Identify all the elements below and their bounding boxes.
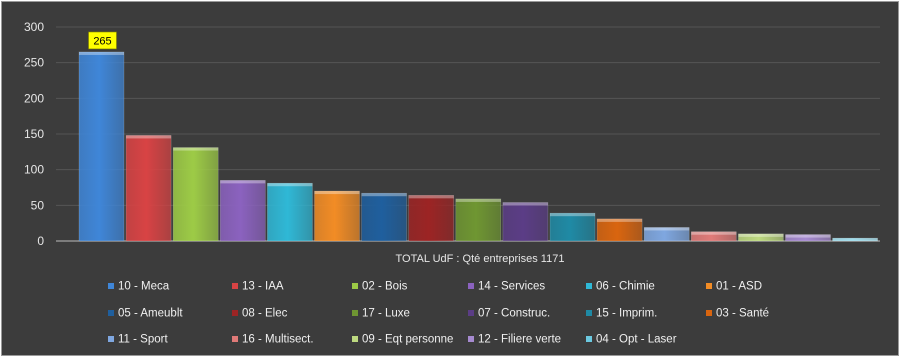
bar-highlight [408,195,454,199]
legend-swatch [232,283,238,289]
bar [361,192,407,242]
bar [314,190,360,242]
bar-highlight [173,147,219,151]
bar [502,202,549,242]
bar-highlight [738,233,784,237]
legend-swatch [586,283,592,289]
y-tick-label: 50 [31,198,45,212]
legend-swatch [468,336,474,342]
bar [172,147,219,242]
legend-swatch [108,336,114,342]
x-axis-label: TOTAL UdF : Qté entreprises 1171 [396,253,565,265]
legend-swatch [352,310,358,316]
bar-highlight [785,234,831,238]
bar [408,195,455,242]
bar-highlight [691,231,737,235]
bar [220,180,266,242]
y-tick-label: 300 [24,20,44,34]
legend-label: 07 - Construc. [478,308,550,320]
legend-swatch [706,283,712,289]
legend-swatch [586,310,592,316]
bar-highlight [314,191,360,195]
legend-swatch [586,336,592,342]
legend-swatch [232,310,238,316]
legend-label: 10 - Meca [118,281,170,293]
bar [267,182,313,242]
legend-label: 12 - Filiere verte [478,334,561,346]
legend-label: 05 - Ameublt [118,308,183,320]
bar-highlight [832,238,878,242]
bar-highlight [550,213,595,217]
legend-label: 13 - IAA [242,281,284,293]
y-tick-label: 100 [24,163,44,177]
legend-label: 06 - Chimie [596,281,655,293]
legend-label: 01 - ASD [716,281,762,293]
bar [596,218,643,242]
bar-highlight [361,193,407,197]
legend-label: 16 - Multisect. [242,334,314,346]
legend-swatch [232,336,238,342]
bar [785,234,831,242]
bar-highlight [644,227,690,231]
bar-highlight [267,183,313,187]
y-tick-label: 250 [24,56,44,70]
legend-label: 03 - Santé [716,308,769,320]
y-tick-label: 200 [24,91,44,105]
data-label: 265 [93,35,111,47]
y-tick-label: 0 [37,234,44,248]
bar-highlight [502,202,548,206]
data-label-box [88,31,117,50]
bar-highlight [220,180,266,184]
y-tick-label: 150 [24,127,44,141]
legend-label: 09 - Eqt personne [362,334,453,346]
bar [738,233,784,242]
legend-label: 08 - Elec [242,308,288,320]
legend-label: 17 - Luxe [362,308,410,320]
bar [455,198,502,242]
legend-swatch [108,283,114,289]
bar-highlight [126,135,172,139]
legend-swatch [468,283,474,289]
bar [832,237,878,242]
bar [549,212,596,242]
bar [643,227,690,242]
legend-swatch [352,283,358,289]
bar-highlight [79,51,124,55]
legend-label: 11 - Sport [118,334,168,346]
legend-label: 04 - Opt - Laser [596,334,677,346]
legend-label: 02 - Bois [362,281,408,293]
bar [125,135,172,242]
legend-label: 15 - Imprim. [596,308,657,320]
legend-swatch [468,310,474,316]
legend-swatch [108,310,114,316]
bar [690,231,737,242]
bar [78,51,125,242]
legend-label: 14 - Services [478,281,545,293]
legend-swatch [352,336,358,342]
bar-highlight [597,218,643,222]
legend-swatch [706,310,712,316]
bar-highlight [455,198,501,202]
